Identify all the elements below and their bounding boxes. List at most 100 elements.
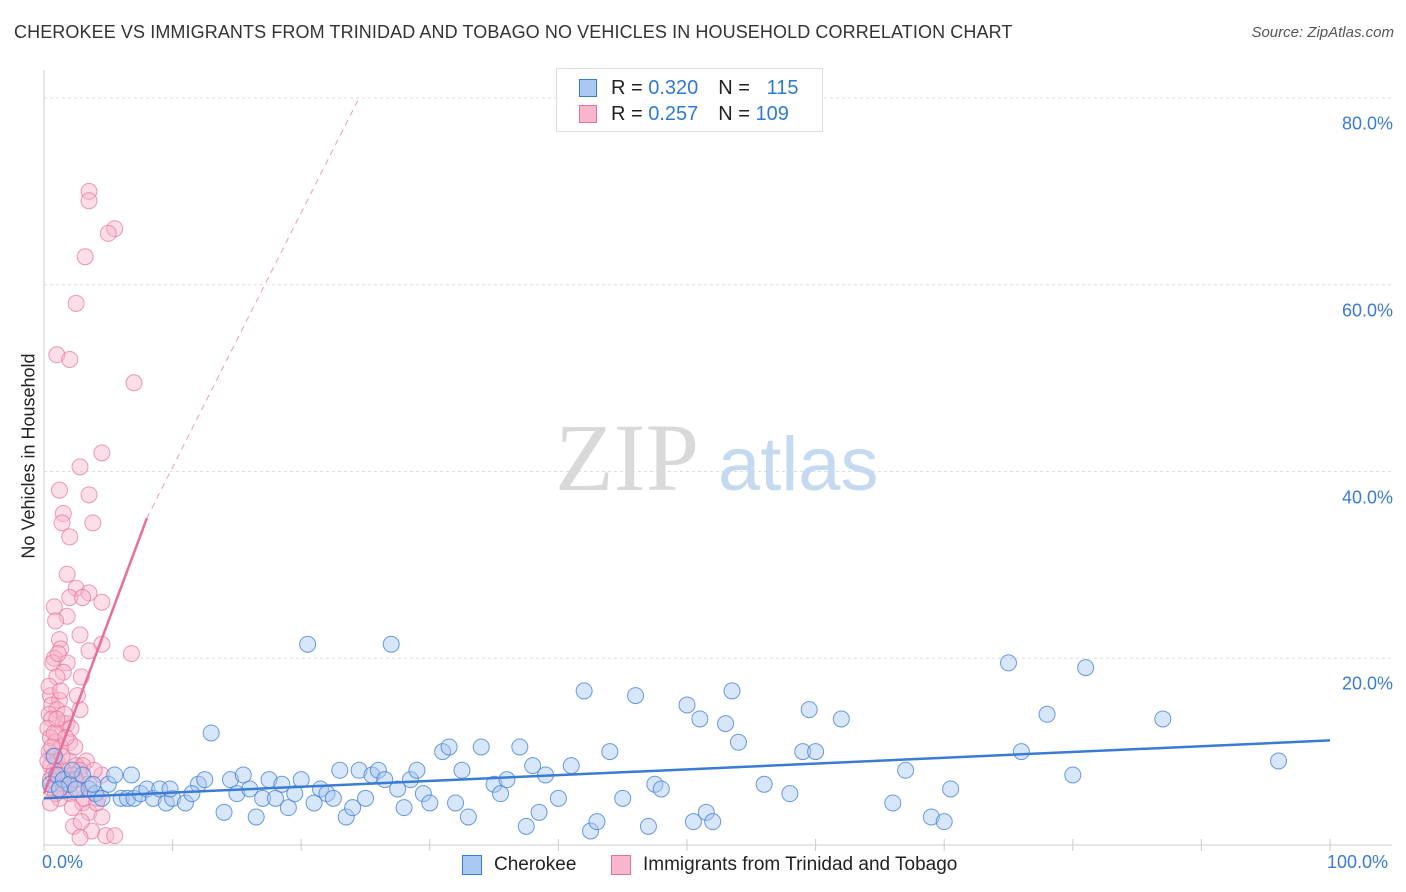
data-point-cherokee [1077,659,1095,677]
data-point-immigrants [49,645,67,663]
data-point-cherokee [395,799,413,817]
data-point-immigrants [58,654,76,672]
y-tick-label: 40.0% [1341,487,1393,507]
data-point-cherokee [414,785,432,803]
data-point-cherokee [382,635,400,653]
watermark-zip: ZIP [555,404,699,511]
data-point-immigrants [61,589,79,607]
data-point-immigrants [52,682,70,700]
data-point-cherokee [1064,766,1082,784]
bottom-legend-label: Immigrants from Trinidad and Tobago [643,854,958,875]
data-point-cherokee [717,715,735,733]
data-point-cherokee [331,761,349,779]
data-point-cherokee [1154,710,1172,728]
series-cherokee-points [41,635,1288,840]
data-point-immigrants [47,612,65,630]
legend-swatch-blue [579,79,597,97]
data-point-cherokee [549,789,567,807]
chart-title: CHEROKEE VS IMMIGRANTS FROM TRINIDAD AND… [14,22,1013,42]
data-point-cherokee [755,775,773,793]
data-point-cherokee [723,682,741,700]
data-point-cherokee [1038,705,1056,723]
data-point-cherokee [498,771,516,789]
legend-r-label: R = [611,76,643,99]
legend-swatch-pink [579,105,597,123]
data-point-cherokee [215,803,233,821]
grid-lines [44,97,1392,659]
data-point-cherokee [279,799,297,817]
data-point-immigrants [80,192,98,210]
data-point-cherokee [729,733,747,751]
data-point-cherokee [922,808,940,826]
data-point-cherokee [935,813,953,831]
data-point-immigrants [45,598,63,616]
bottom-legend-immigrants: Immigrants from Trinidad and Tobago [611,852,957,878]
data-point-cherokee [421,794,439,812]
data-point-cherokee [324,789,342,807]
data-point-immigrants [93,593,111,611]
data-point-immigrants [52,640,70,658]
data-point-cherokee [350,761,368,779]
data-point-cherokee [50,780,68,798]
data-point-cherokee [794,743,812,761]
data-point-cherokee [202,724,220,742]
data-point-immigrants [76,248,94,266]
data-point-immigrants [61,528,79,546]
bottom-legend-swatch-blue [462,855,482,875]
data-point-immigrants [106,827,124,845]
data-point-cherokee [678,696,696,714]
legend-n-label: N = [718,76,750,99]
data-point-immigrants [93,444,111,462]
data-point-cherokee [524,757,542,775]
correlation-legend: R = 0.320 N = 115 R = 0.257 N = 109 [556,68,823,132]
data-point-cherokee [447,794,465,812]
data-point-cherokee [884,794,902,812]
data-point-cherokee [472,738,490,756]
data-point-immigrants [122,645,140,663]
legend-row-cherokee: R = 0.320 N = 115 [579,75,799,101]
data-point-cherokee [247,808,265,826]
data-point-cherokee [485,775,503,793]
bottom-legend-cherokee: Cherokee [462,852,576,878]
data-point-cherokee [614,789,632,807]
data-point-cherokee [639,817,657,835]
data-point-cherokee [517,817,535,835]
trend-line-cherokee [43,739,1331,800]
data-point-immigrants [74,589,92,607]
bottom-legend-label: Cherokee [494,854,577,875]
data-point-immigrants [50,481,68,499]
x-tick-label-max: 100.0% [1327,852,1389,872]
data-point-cherokee [221,771,239,789]
data-point-cherokee [704,813,722,831]
source-label: Source: ZipAtlas.com [1251,24,1394,41]
data-point-cherokee [459,808,477,826]
data-point-cherokee [273,775,291,793]
data-point-immigrants [71,829,89,847]
bottom-legend-swatch-pink [611,855,631,875]
data-point-immigrants [48,710,66,728]
y-tick-label: 60.0% [1341,300,1393,321]
data-point-cherokee [376,771,394,789]
data-point-immigrants [61,350,79,368]
trend-line-immigrants-extension [146,97,360,519]
data-point-cherokee [807,743,825,761]
data-point-immigrants [84,514,102,532]
trend-line-immigrants [42,517,149,795]
data-point-immigrants [63,799,81,817]
trend-lines [42,97,1331,800]
data-point-cherokee [582,822,600,840]
y-axis-label: No Vehicles in Household [18,353,39,559]
data-point-cherokee [176,794,194,812]
legend-r-value: 0.320 [648,76,699,99]
data-point-immigrants [97,827,115,845]
data-point-cherokee [942,780,960,798]
data-point-cherokee [588,813,606,831]
data-point-cherokee [234,766,252,784]
y-tick-label: 80.0% [1341,113,1393,134]
data-point-cherokee [697,803,715,821]
data-point-cherokee [63,761,81,779]
data-point-cherokee [122,766,140,784]
data-point-cherokee [408,761,426,779]
legend-row-immigrants: R = 0.257 N = 109 [579,101,789,127]
data-point-cherokee [389,780,407,798]
